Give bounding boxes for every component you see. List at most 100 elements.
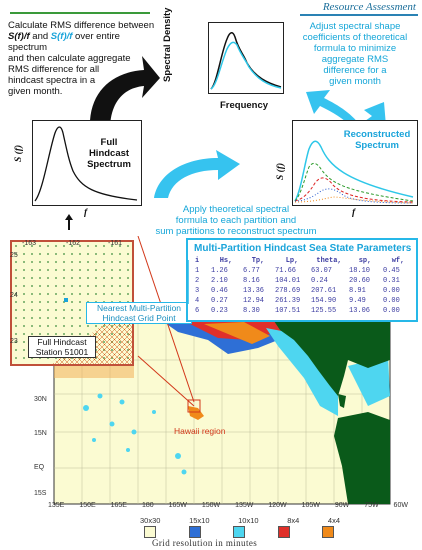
hindcast-station-label: Full Hindcast Station 51001 <box>28 336 96 358</box>
legend-caption: Grid resolution in minutes <box>152 538 258 548</box>
legend-label: 15x10 <box>189 516 210 525</box>
grid-legend: 30x30 15x10 10x10 8x4 4x4 <box>140 516 340 538</box>
cell: 0.31 <box>383 277 400 285</box>
map-lon-label: 135E <box>48 502 65 509</box>
map-lon-label: 120W <box>268 502 287 509</box>
left-over: over entire spectrum <box>8 31 120 53</box>
legend-swatch-15x10 <box>188 526 201 538</box>
inset-lat-25: 25 <box>10 252 18 259</box>
sea-state-table: Multi-Partition Hindcast Sea State Param… <box>186 238 418 322</box>
recon-title-line-2: Spectrum <box>355 140 399 151</box>
cell: 2 <box>195 277 200 285</box>
table-row: 4 0.27 12.94 261.39 154.90 9.49 0.00 <box>194 296 414 306</box>
parameter-table: i Hs, Tp, Lp, theta, sp, wf, 1 1.26 6.77… <box>194 256 414 316</box>
table-row: 1 1.26 6.77 71.66 63.07 18.10 0.45 <box>194 266 414 276</box>
map-lat-30n: 30N <box>34 396 47 403</box>
cell: 1.26 <box>211 267 228 275</box>
up-arrow <box>65 214 73 230</box>
cell: 6 <box>195 307 200 315</box>
cell: 125.55 <box>311 307 337 315</box>
map-lon-label: 105W <box>301 502 320 509</box>
cell: 4 <box>195 297 200 305</box>
station-line-1: Full Hindcast <box>37 337 87 347</box>
table-header-row: i Hs, Tp, Lp, theta, sp, wf, <box>194 256 414 266</box>
left-line-5: hindcast spectra in a <box>8 75 96 86</box>
map-lat-eq: EQ <box>34 464 45 471</box>
middle-instructions: Apply theoretical spectral formula to ea… <box>148 204 324 237</box>
legend-swatch-30x30 <box>144 526 156 538</box>
full-hindcast-title: Full Hindcast Spectrum <box>81 137 137 170</box>
cell: 107.51 <box>275 307 301 315</box>
left-line-6: given month. <box>8 86 63 97</box>
cyan-middle-arrow <box>154 150 240 198</box>
map-lon-label: 75W <box>364 502 379 509</box>
cell: 63.07 <box>311 267 333 275</box>
full-title-line-2: Spectrum <box>87 159 131 170</box>
right-instructions: Adjust spectral shape coefficients of th… <box>290 21 420 87</box>
legend-label: 30x30 <box>140 516 161 525</box>
middle-line-2: formula to each partition and <box>175 215 297 226</box>
right-line-6: given month <box>329 76 381 87</box>
cell: 8.16 <box>243 277 260 285</box>
header-divider-left <box>10 12 150 14</box>
cell: 278.69 <box>275 287 301 295</box>
left-instructions: Calculate RMS difference between S(f)/f … <box>8 20 158 97</box>
legend-swatch-10x10 <box>233 526 245 538</box>
col-header: i <box>195 257 200 265</box>
legend-swatch-8x4 <box>277 526 290 538</box>
left-line-4: RMS difference for all <box>8 64 100 75</box>
right-line-1: Adjust spectral shape <box>309 21 401 32</box>
full-hindcast-curve <box>34 126 138 202</box>
cell: 71.66 <box>275 267 297 275</box>
cell: 104.01 <box>275 277 301 285</box>
cell: 0.27 <box>211 297 228 305</box>
map-lon-axis: 135E 150E 165E 180 165W 150W 135W 120W 1… <box>48 502 408 509</box>
cell: 154.90 <box>311 297 337 305</box>
map-lon-label: 90W <box>334 502 350 509</box>
table-row: 2 2.10 8.16 104.01 0.24 20.60 0.31 <box>194 276 414 286</box>
legend-swatch-4x4 <box>322 526 334 538</box>
middle-line-3: sum partitions to reconstruct spectrum <box>155 226 317 237</box>
left-and: and <box>29 31 51 42</box>
cell: 9.49 <box>349 297 366 305</box>
col-header: sp, <box>358 257 372 265</box>
cell: 0.00 <box>383 297 400 305</box>
header-title: Resource Assessment <box>322 1 416 13</box>
table-row: 6 0.23 8.30 107.51 125.55 13.06 0.00 <box>194 306 414 316</box>
middle-line-1: Apply theoretical spectral <box>182 204 290 215</box>
table-row: 3 0.46 13.36 278.69 207.61 8.91 0.00 <box>194 286 414 296</box>
callout-line-1: Nearest Multi-Partition <box>96 303 182 313</box>
col-header: theta, <box>316 257 342 265</box>
map-lat-15n: 15N <box>34 430 47 437</box>
map-lon-label: 150W <box>201 502 221 509</box>
recon-plot-xlabel: f <box>352 208 356 218</box>
table-title: Multi-Partition Hindcast Sea State Param… <box>194 243 412 254</box>
left-formula-2: S(f)/f <box>50 31 73 42</box>
black-curved-arrow <box>89 56 160 130</box>
right-line-3: formula to minimize <box>313 43 397 54</box>
left-formula-1: S(f)/f <box>8 31 30 42</box>
full-plot-xlabel: f <box>84 208 88 218</box>
recon-plot-ylabel: S (f) <box>276 162 286 180</box>
legend-labels: 30x30 15x10 10x10 8x4 4x4 <box>140 516 340 525</box>
cell: 207.61 <box>311 287 337 295</box>
map-lon-label: 60W <box>393 502 408 509</box>
top-plot-ylabel: Spectral Density <box>162 7 173 82</box>
top-plot-frame <box>208 22 284 94</box>
legend-label: 10x10 <box>238 516 259 525</box>
cell: 261.39 <box>275 297 301 305</box>
map-lon-label: 150E <box>79 502 96 509</box>
inset-lon-163: -163 <box>22 240 37 247</box>
cell: 3 <box>195 287 200 295</box>
recon-title-line-1: Reconstructed <box>343 129 411 140</box>
full-hindcast-plot: Full Hindcast Spectrum <box>32 120 142 206</box>
inset-lat-23: 23 <box>10 338 18 345</box>
cell: 18.10 <box>349 267 371 275</box>
station-line-2: Station 51001 <box>35 347 89 357</box>
cell: 13.06 <box>349 307 371 315</box>
legend-label: 8x4 <box>287 516 300 525</box>
callout-line-2: Hindcast Grid Point <box>102 313 176 323</box>
hawaii-region-label: Hawaii region <box>174 426 226 436</box>
cell: 0.24 <box>311 277 328 285</box>
map-lon-label: 165W <box>168 502 187 509</box>
